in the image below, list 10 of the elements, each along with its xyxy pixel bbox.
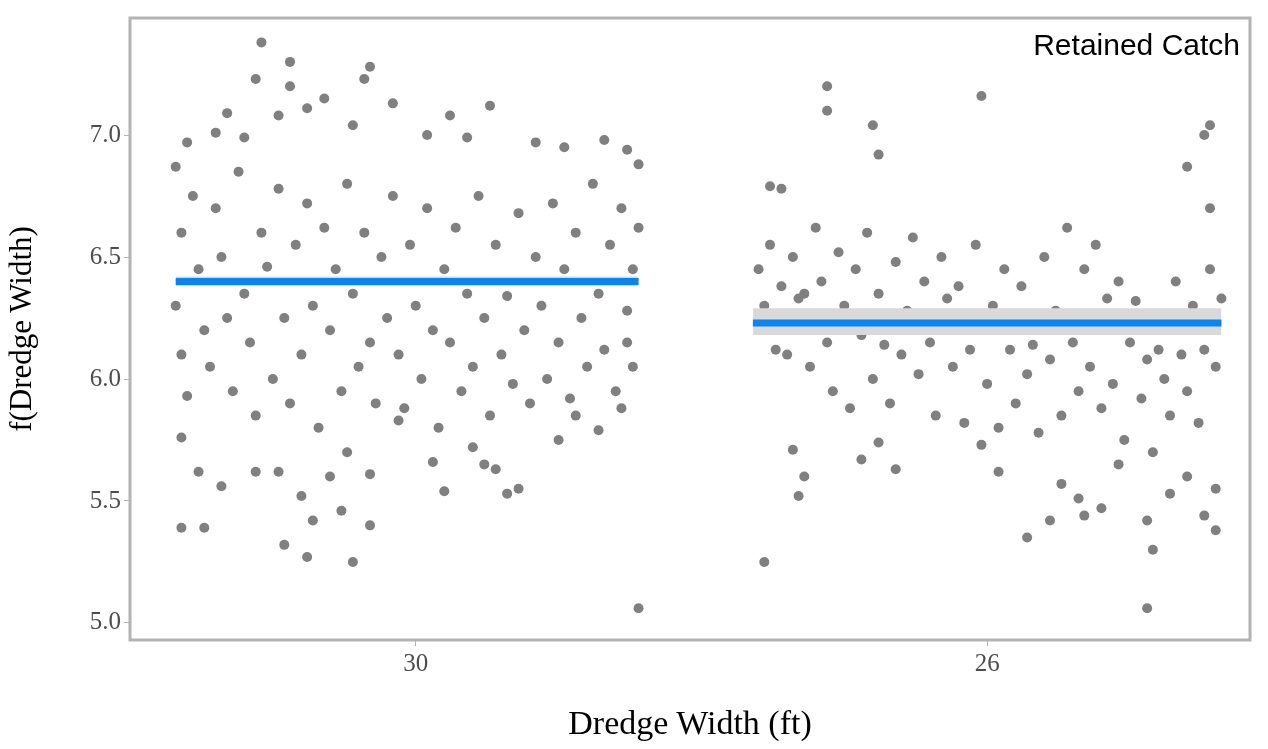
y-tick-label: 5.5 — [89, 485, 121, 513]
y-tick-label: 7.0 — [89, 119, 121, 147]
y-tick-label: 6.0 — [89, 363, 121, 391]
y-axis-title: f(Dredge Width) — [2, 226, 38, 432]
y-tick-label: 6.5 — [89, 241, 121, 269]
x-tick-label: 30 — [403, 648, 429, 676]
x-tick-label: 26 — [974, 648, 1000, 676]
annotation: Retained Catch — [1033, 28, 1240, 62]
y-tick-label: 5.0 — [89, 607, 121, 635]
x-axis-title: Dredge Width (ft) — [568, 703, 812, 742]
